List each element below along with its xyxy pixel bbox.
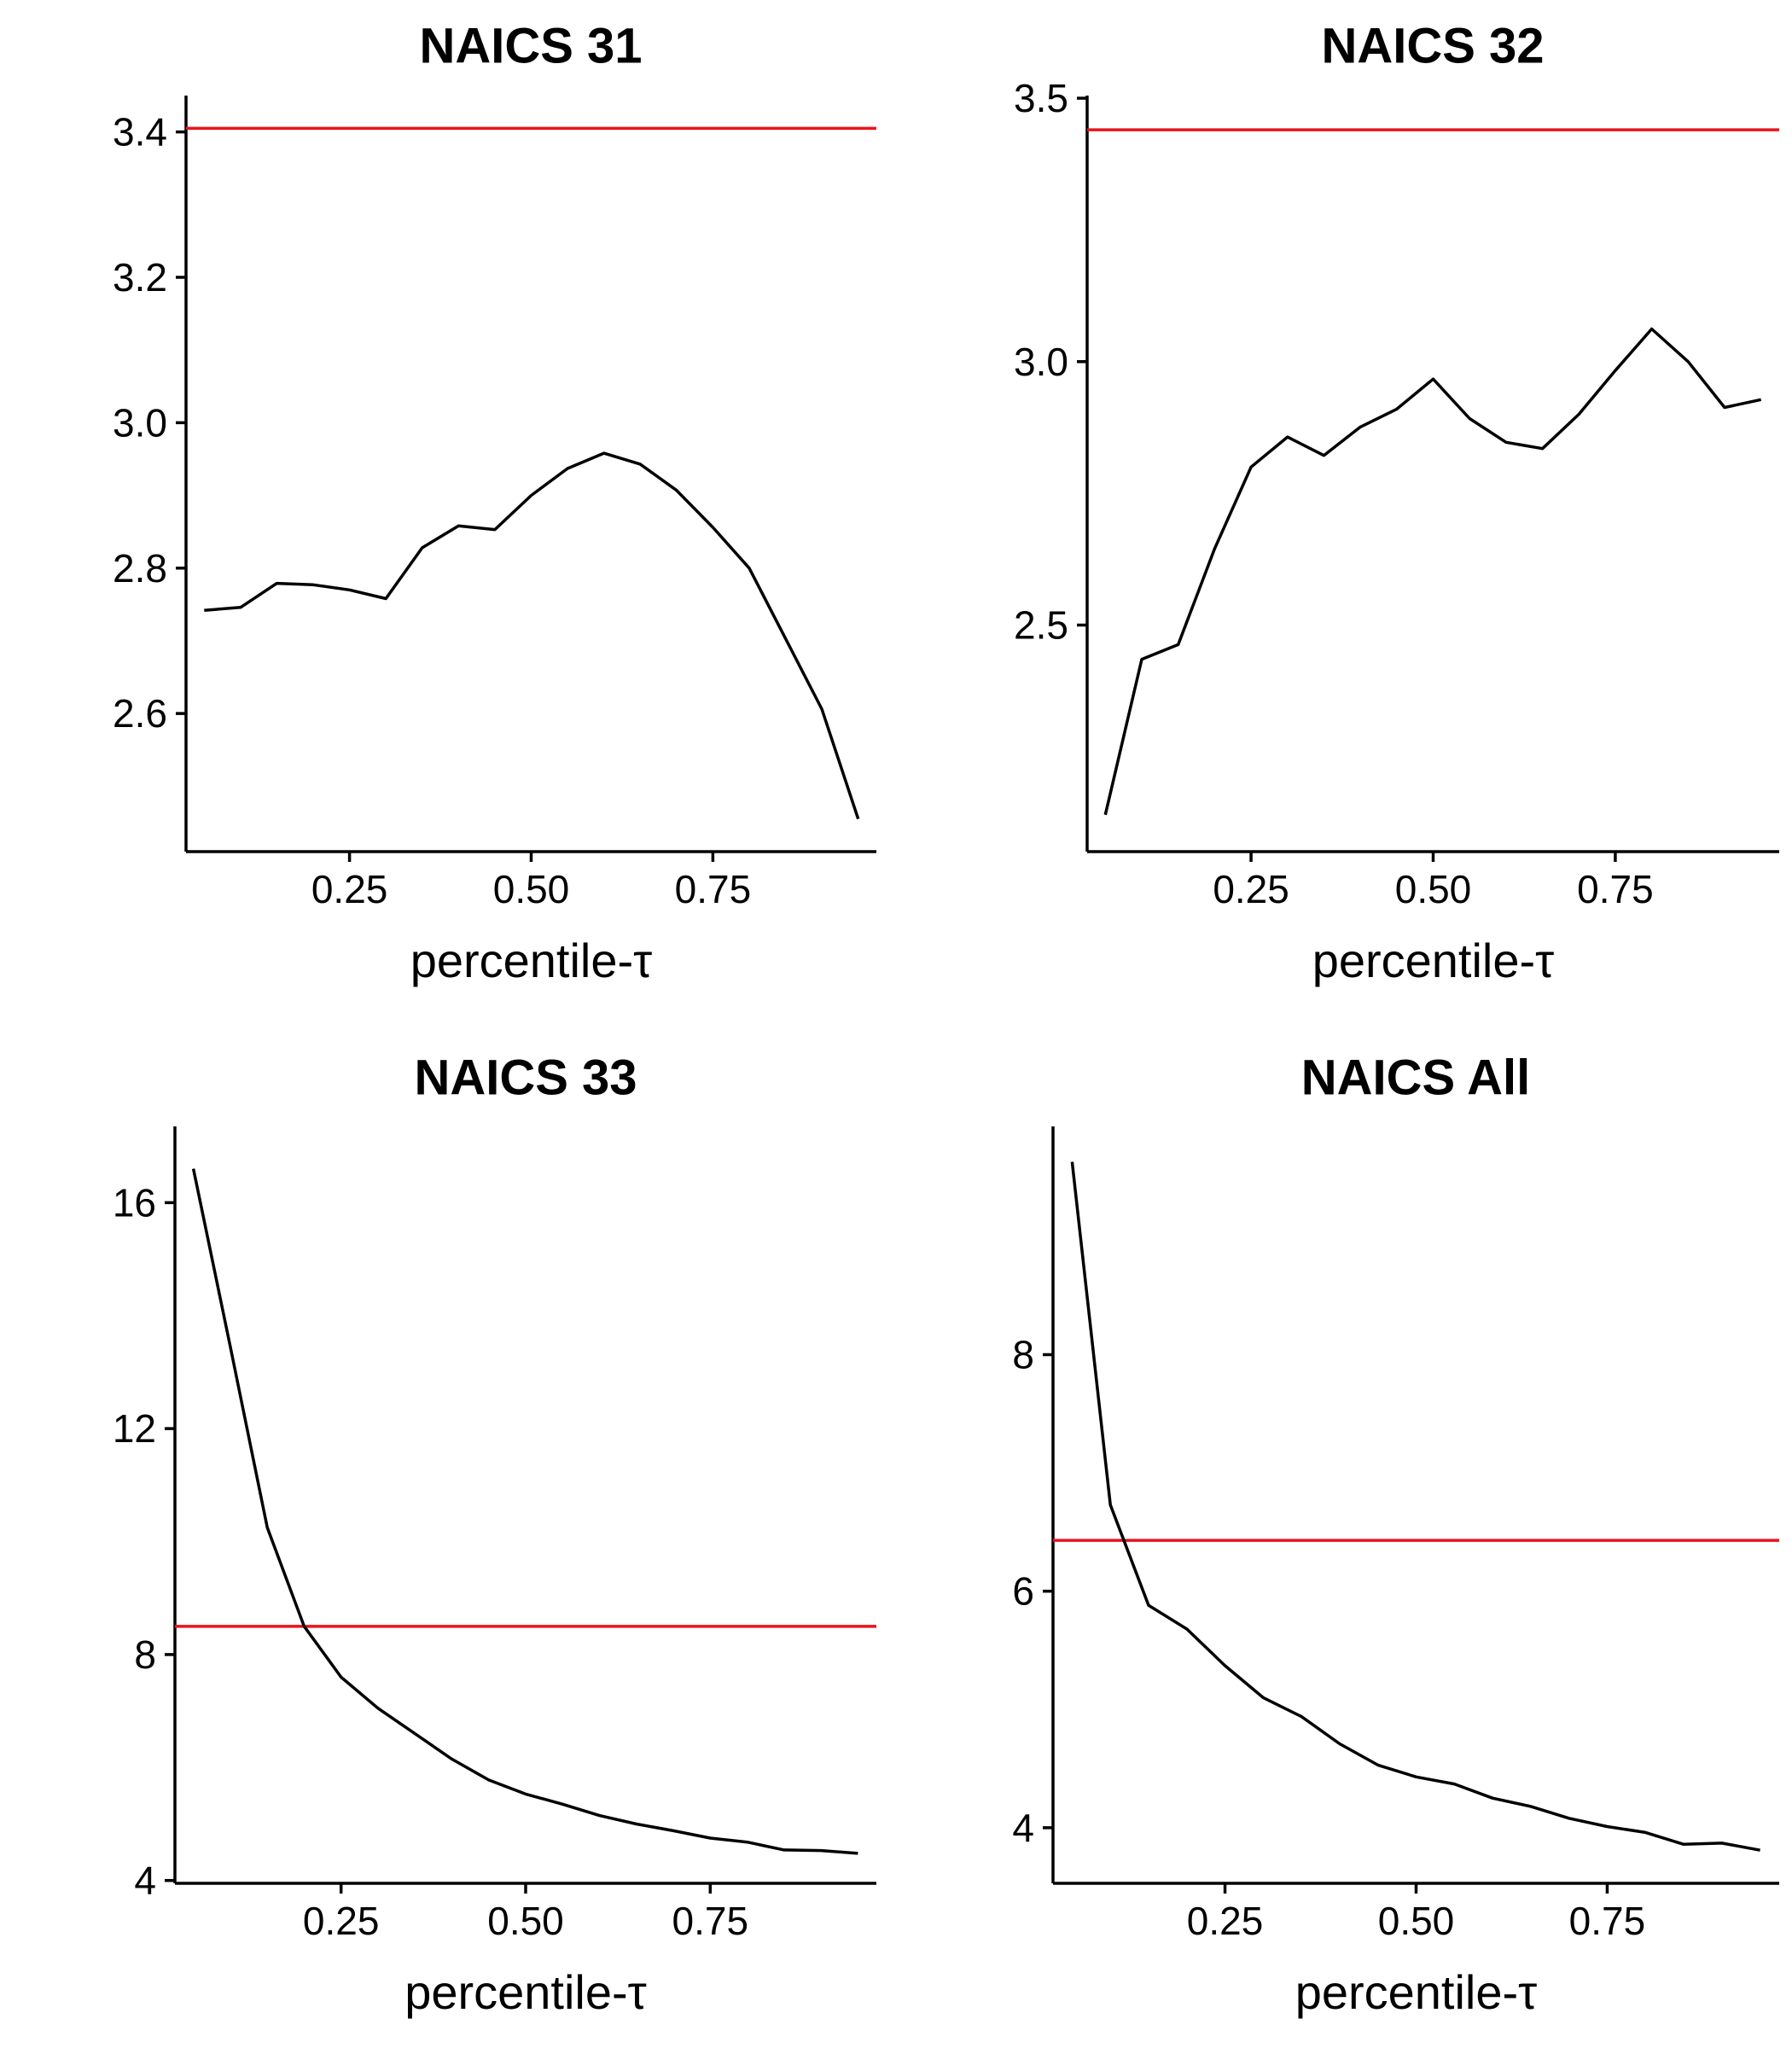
chart-panel-3: NAICS 33 4 8 12 16 0.25 0.50 0.75 percentile-τ <box>113 1050 876 2019</box>
y-tick-label: 8 <box>134 1632 156 1677</box>
x-tick-label: 0.75 <box>672 1899 749 1943</box>
y-tick-label: 16 <box>113 1180 156 1225</box>
chart-panel-4: NAICS All 4 6 8 0.25 0.50 0.75 percentile-τ <box>1012 1050 1779 2019</box>
y-tick-label: 12 <box>113 1406 156 1451</box>
chart-panel-1: NAICS 31 2.6 2.8 3.0 3.2 3.4 0.25 0.50 0.75 perce… <box>113 18 876 987</box>
x-tick-label: 0.75 <box>1577 867 1654 911</box>
chart-title: NAICS 33 <box>414 1050 637 1105</box>
y-tick-label: 2.8 <box>113 546 167 591</box>
x-tick-label: 0.50 <box>1395 867 1472 911</box>
x-axis-title: percentile-τ <box>404 1965 647 2019</box>
y-tick-label: 3.4 <box>113 110 167 154</box>
x-tick-label: 0.75 <box>675 867 752 911</box>
y-tick-label: 3.0 <box>1014 340 1068 384</box>
x-axis-title: percentile-τ <box>1312 934 1555 987</box>
series-line <box>191 1168 858 1855</box>
chart-title: NAICS 32 <box>1321 18 1544 73</box>
y-tick-label: 3.0 <box>113 400 167 445</box>
x-axis-title: percentile-τ <box>1295 1965 1538 2019</box>
y-tick-label: 8 <box>1012 1332 1034 1376</box>
y-tick-label: 2.6 <box>113 691 167 736</box>
x-tick-label: 0.25 <box>303 1899 380 1943</box>
series-line <box>1070 1161 1760 1852</box>
x-tick-label: 0.50 <box>1378 1899 1455 1943</box>
chart-panel-2: NAICS 32 2.5 3.0 3.5 0.25 0.50 0.75 percentile-… <box>1014 18 1779 987</box>
series-line <box>1103 327 1762 816</box>
x-tick-label: 0.50 <box>487 1899 564 1943</box>
x-tick-label: 0.25 <box>311 867 388 911</box>
y-tick-label: 4 <box>134 1859 156 1903</box>
y-tick-label: 4 <box>1012 1806 1034 1850</box>
y-tick-label: 3.5 <box>1014 76 1068 120</box>
y-tick-label: 2.5 <box>1014 603 1068 648</box>
x-tick-label: 0.75 <box>1569 1899 1646 1943</box>
y-tick-label: 6 <box>1012 1569 1034 1614</box>
chart-title: NAICS 31 <box>419 18 642 73</box>
chart-title: NAICS All <box>1301 1050 1531 1105</box>
x-tick-label: 0.25 <box>1213 867 1289 911</box>
y-tick-label: 3.2 <box>113 255 167 300</box>
x-axis-title: percentile-τ <box>410 934 653 987</box>
series-line <box>204 451 860 820</box>
x-tick-label: 0.50 <box>493 867 570 911</box>
x-tick-label: 0.25 <box>1187 1899 1264 1943</box>
